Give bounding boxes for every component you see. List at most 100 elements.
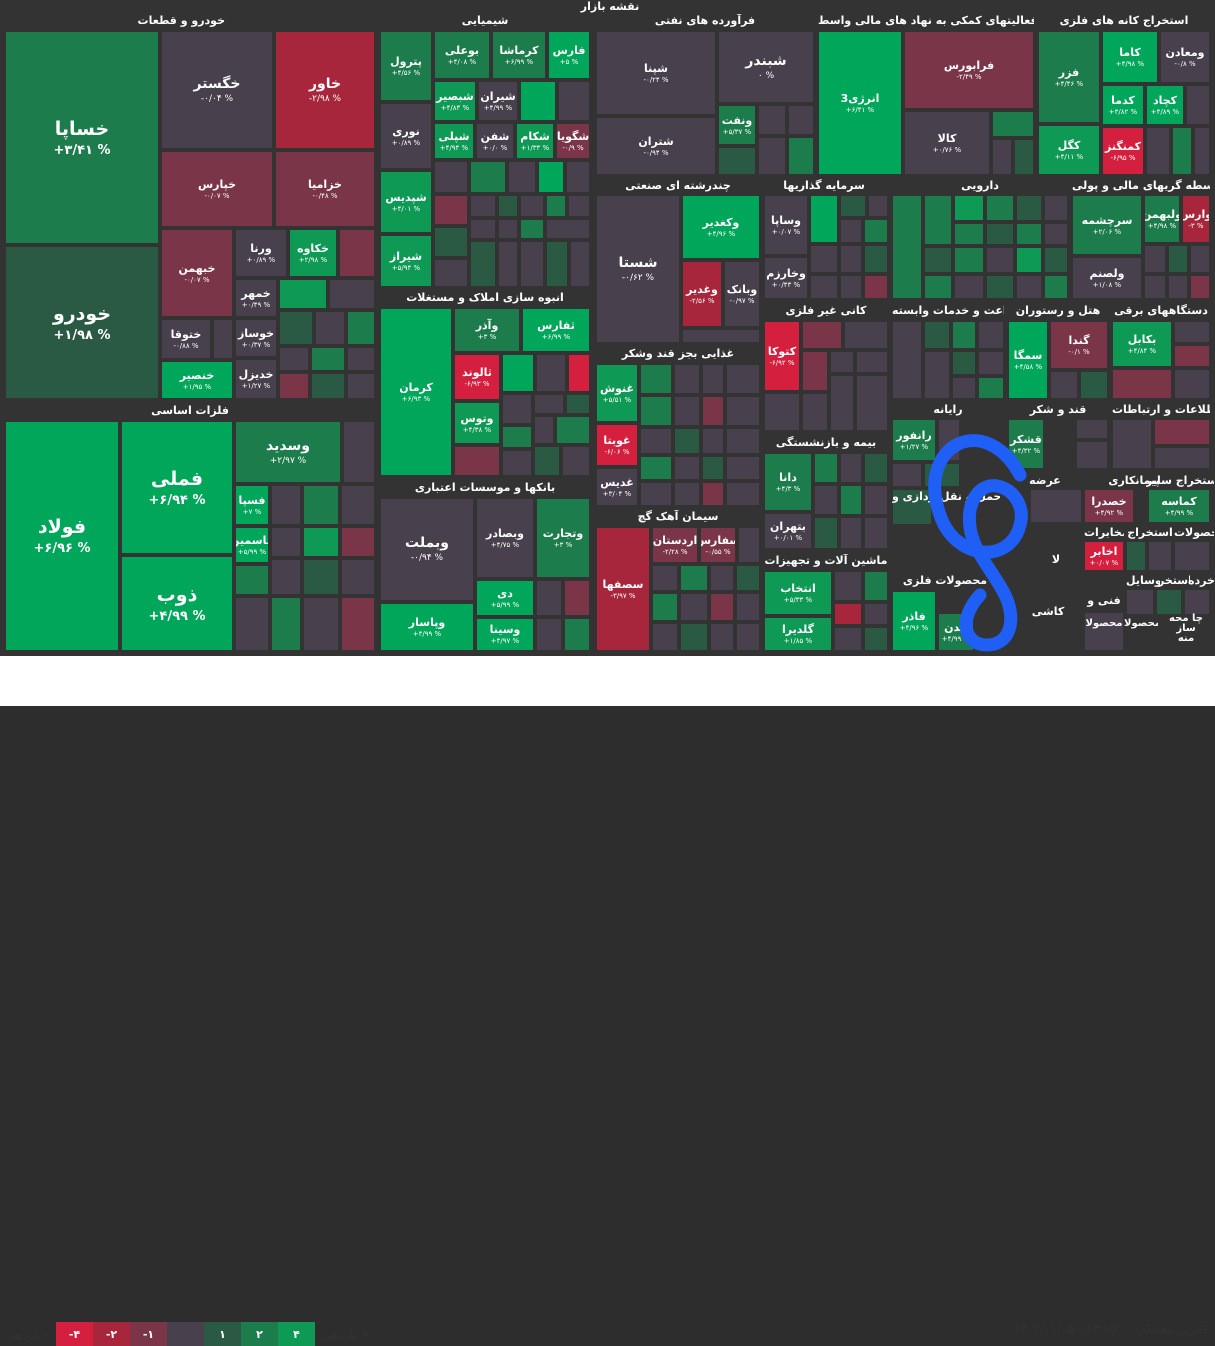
tile-blank[interactable] xyxy=(924,195,952,245)
tile-khansor[interactable]: خنصیر +۱/۹۵ % xyxy=(161,361,233,399)
tile-blank[interactable] xyxy=(1148,541,1172,571)
tile-blank[interactable] xyxy=(864,517,888,549)
tile-faseman[interactable]: فاسمین+۵/۹۹ % xyxy=(235,527,269,563)
tile-blank[interactable] xyxy=(1076,419,1108,439)
tile-kegol[interactable]: کگل +۴/۱۱ % xyxy=(1038,125,1100,175)
tile-blank[interactable] xyxy=(640,428,672,454)
tile-vaghadir2[interactable]: وغدیر -۲/۵۶ % xyxy=(682,261,722,327)
tile-blank[interactable] xyxy=(536,618,562,651)
tile-ghanosh[interactable]: غنوش +۵/۵۱ % xyxy=(596,364,638,422)
tile-blank[interactable] xyxy=(434,195,468,225)
tile-blank[interactable] xyxy=(534,394,564,414)
tile-katoka[interactable]: کتوکا -۶/۹۲ % xyxy=(764,321,800,391)
tile-ganda[interactable]: گندا -۰/۱ % xyxy=(1050,321,1108,369)
tile-blank[interactable] xyxy=(710,593,734,621)
tile-shafan[interactable]: شفن +۰/۰ % xyxy=(476,123,514,159)
tile-blank[interactable] xyxy=(1144,245,1166,273)
tile-blank[interactable] xyxy=(674,396,700,426)
tile-blank[interactable] xyxy=(986,275,1014,299)
tile-blank[interactable] xyxy=(682,329,760,343)
tile-blank[interactable] xyxy=(520,195,544,217)
tile-blank[interactable] xyxy=(856,351,888,373)
tile-blank[interactable] xyxy=(303,597,339,651)
tile-blank[interactable] xyxy=(520,81,556,121)
tile-blank[interactable] xyxy=(502,354,534,392)
tile-blank[interactable] xyxy=(534,416,554,444)
tile-blank[interactable] xyxy=(1016,195,1042,221)
tile-blank[interactable] xyxy=(726,456,760,480)
tile-vatos[interactable]: وتوس +۴/۳۸ % xyxy=(454,402,500,444)
tile-blank[interactable] xyxy=(840,517,862,549)
tile-blank[interactable] xyxy=(1186,85,1210,125)
tile-blank[interactable] xyxy=(864,453,888,483)
tile-blank[interactable] xyxy=(834,603,862,625)
tile-jam[interactable]: فارس +۵ % xyxy=(548,31,590,79)
tile-shiraz[interactable]: شیراز +۵/۹۴ % xyxy=(380,235,432,287)
tile-blank[interactable] xyxy=(498,241,518,287)
tile-blank[interactable] xyxy=(1190,275,1210,299)
tile-blank[interactable] xyxy=(702,456,724,480)
tile-blank[interactable] xyxy=(702,396,724,426)
tile-blank[interactable] xyxy=(566,161,590,193)
tile-shepna[interactable]: شپنا -۰/۲۴ % xyxy=(596,31,716,115)
tile-chadan[interactable]: چدن +۴/۹۹ % xyxy=(938,613,974,651)
tile-blank[interactable] xyxy=(566,394,590,414)
tile-blank[interactable] xyxy=(680,565,708,591)
tile-blank[interactable] xyxy=(864,571,888,601)
tile-blank[interactable] xyxy=(1146,127,1170,175)
tile-blank[interactable] xyxy=(1050,371,1078,399)
tile-blank[interactable] xyxy=(892,463,922,487)
tile-shabsir[interactable]: شبصیر +۴/۸۳ % xyxy=(434,81,476,121)
tile-blank[interactable] xyxy=(864,219,888,243)
tile-batharan[interactable]: بتهران +۰/۰۱ % xyxy=(764,513,812,549)
tile-samga[interactable]: سمگا +۴/۵۸ % xyxy=(1008,321,1048,399)
tile-blank[interactable] xyxy=(558,81,590,121)
tile-blank[interactable] xyxy=(954,195,984,221)
tile-blank[interactable] xyxy=(788,137,814,175)
tile-blank[interactable] xyxy=(1174,321,1210,343)
tile-blank[interactable] xyxy=(568,195,590,217)
tile-sarchashme[interactable]: سرچشمه +۲/۰۶ % xyxy=(1072,195,1142,255)
tile-blank[interactable] xyxy=(271,597,301,651)
tile-blank[interactable] xyxy=(814,485,838,515)
tile-blank[interactable] xyxy=(271,485,301,525)
tile-blank[interactable] xyxy=(952,377,976,399)
tile-blank[interactable] xyxy=(341,559,375,595)
tile-blank[interactable] xyxy=(840,453,862,483)
tile-blank[interactable] xyxy=(279,311,313,345)
tile-blank[interactable] xyxy=(1174,369,1210,399)
tile-blank[interactable] xyxy=(1080,371,1108,399)
tile-khazra[interactable]: خصدرا +۴/۹۲ % xyxy=(1084,489,1134,523)
tile-vabank[interactable]: وبانک -۰/۹۷ % xyxy=(724,261,760,327)
tile-noori[interactable]: نوری +۰/۸۹ % xyxy=(380,103,432,169)
tile-kerman[interactable]: کرمان +۶/۹۳ % xyxy=(380,308,452,476)
tile-blank[interactable] xyxy=(562,446,590,476)
tile-blank[interactable] xyxy=(1014,139,1034,175)
tile-blank[interactable] xyxy=(978,351,1004,375)
tile-blank[interactable] xyxy=(844,321,888,349)
tile-blank[interactable] xyxy=(343,421,375,483)
tile-blank[interactable] xyxy=(213,319,233,359)
tile-blank[interactable] xyxy=(952,351,976,375)
tile-blank[interactable] xyxy=(868,195,888,217)
tile-blank[interactable] xyxy=(830,375,854,431)
tile-khodizil[interactable]: خدیزل +۱/۲۷ % xyxy=(235,359,277,399)
tile-blank[interactable] xyxy=(814,453,838,483)
tile-blank[interactable] xyxy=(758,105,786,135)
tile-blank[interactable] xyxy=(1172,127,1192,175)
tile-shasta[interactable]: شستا -۰/۶۲ % xyxy=(596,195,680,343)
tile-blank[interactable] xyxy=(736,593,760,621)
tile-blank[interactable] xyxy=(702,428,724,454)
tile-blank[interactable] xyxy=(341,597,375,651)
tile-blank[interactable] xyxy=(1154,447,1210,469)
tile-blank[interactable] xyxy=(520,219,544,239)
tile-blank[interactable] xyxy=(235,565,269,595)
tile-blank[interactable] xyxy=(520,241,544,287)
tile-khesapa[interactable]: خساپا +۳/۴۱ % xyxy=(5,31,159,244)
tile-blank[interactable] xyxy=(1112,369,1172,399)
tile-safars[interactable]: سفارس-۰/۵۵ % xyxy=(700,527,736,563)
tile-blank[interactable] xyxy=(680,623,708,651)
tile-vakharazm[interactable]: وخارزم +۰/۴۳ % xyxy=(764,257,808,299)
tile-maadan[interactable]: ومعادن -۰/۸ % xyxy=(1160,31,1210,83)
tile-blank[interactable] xyxy=(738,527,760,563)
